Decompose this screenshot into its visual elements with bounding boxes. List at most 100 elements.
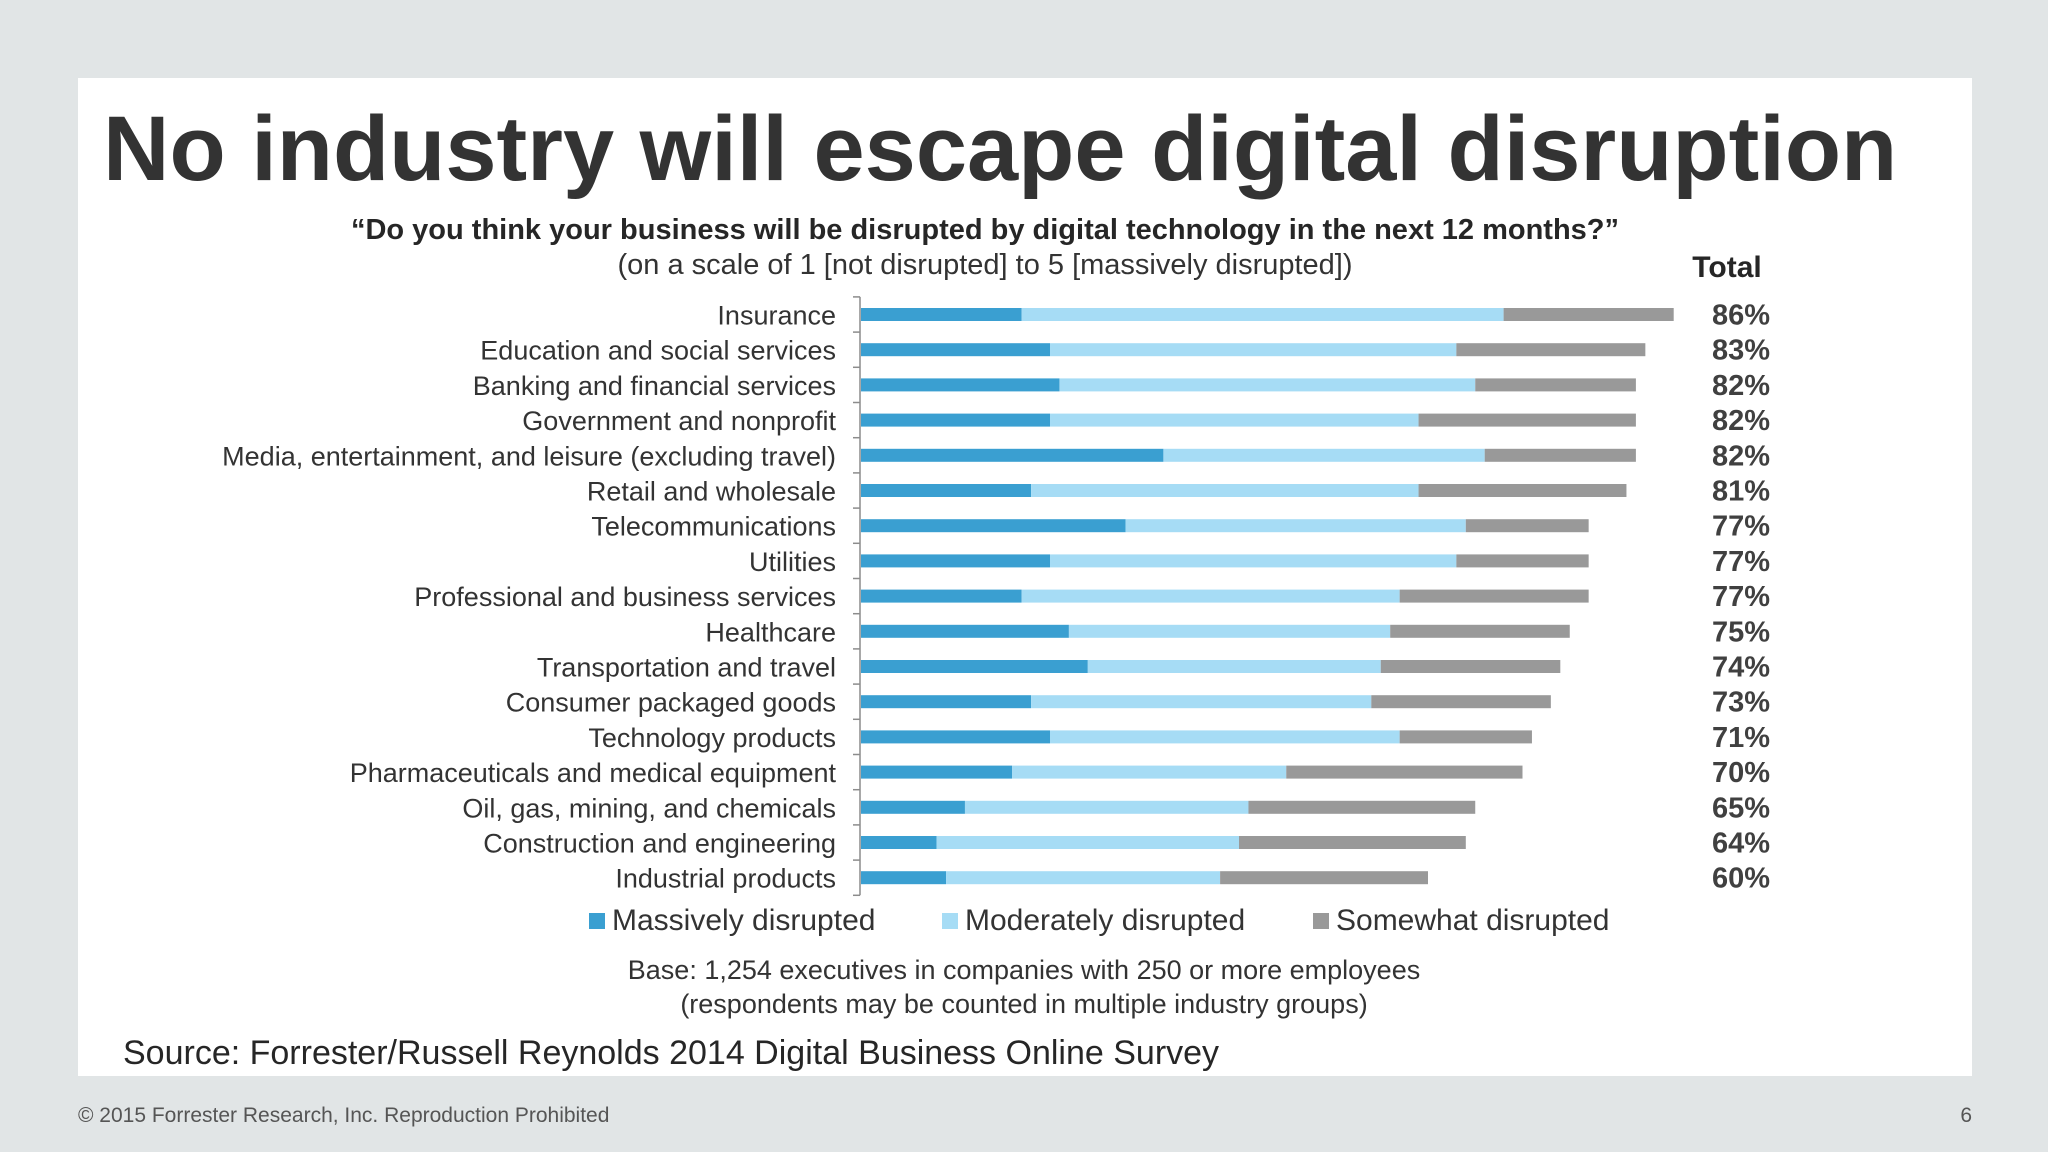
total-label: 82%: [1712, 405, 1770, 437]
bar-segment-somewhat-disrupted: [1465, 519, 1589, 533]
bar-segment-massively-disrupted: [861, 308, 1022, 321]
bar-segment-massively-disrupted: [861, 660, 1088, 673]
total-label: 82%: [1712, 370, 1770, 402]
bar-segment-somewhat-disrupted: [1399, 730, 1532, 744]
bar-segment-somewhat-disrupted: [1484, 448, 1636, 462]
legend-swatch: [942, 913, 958, 929]
bar-segment-massively-disrupted: [861, 554, 1050, 568]
bar-segment-massively-disrupted: [861, 871, 947, 885]
copyright-note: © 2015 Forrester Research, Inc. Reproduc…: [78, 1104, 610, 1127]
category-label: Industrial products: [615, 864, 836, 894]
bar-segment-somewhat-disrupted: [1456, 554, 1589, 568]
bar-segment-somewhat-disrupted: [1390, 624, 1570, 638]
legend-label: Moderately disrupted: [965, 904, 1245, 937]
bar-segment-somewhat-disrupted: [1456, 343, 1646, 357]
bar-segment-somewhat-disrupted: [1380, 660, 1561, 673]
bar-segment-moderately-disrupted: [1050, 413, 1419, 427]
chart-axis: [853, 296, 861, 897]
total-label: 65%: [1712, 792, 1770, 824]
base-note-detail: (respondents may be counted in multiple …: [680, 989, 1368, 1019]
slide-title: No industry will escape digital disrupti…: [103, 98, 1898, 200]
total-label: 60%: [1712, 863, 1770, 895]
total-label: 81%: [1712, 476, 1770, 508]
total-label: 75%: [1712, 616, 1770, 648]
category-label: Technology products: [588, 723, 836, 753]
bar-segment-moderately-disrupted: [936, 836, 1239, 849]
total-column-header: Total: [1692, 251, 1761, 284]
bar-segment-moderately-disrupted: [1021, 589, 1400, 603]
bar-segment-massively-disrupted: [861, 413, 1050, 427]
category-label: Insurance: [717, 301, 836, 331]
bar-segment-massively-disrupted: [861, 800, 965, 814]
bar-segment-moderately-disrupted: [1021, 308, 1504, 321]
legend-label: Massively disrupted: [612, 904, 875, 937]
chart-bars: [861, 308, 1674, 885]
bar-segment-moderately-disrupted: [1068, 624, 1391, 638]
bar-segment-massively-disrupted: [861, 343, 1050, 357]
category-label: Oil, gas, mining, and chemicals: [462, 793, 836, 823]
bar-segment-moderately-disrupted: [1031, 484, 1419, 497]
bar-segment-moderately-disrupted: [1031, 695, 1372, 709]
bar-segment-massively-disrupted: [861, 589, 1022, 603]
chart-legend: Massively disrupted Moderately disrupted S…: [589, 904, 1610, 937]
bar-segment-massively-disrupted: [861, 730, 1050, 744]
category-label: Utilities: [749, 547, 836, 577]
total-label: 77%: [1712, 581, 1770, 613]
bar-segment-moderately-disrupted: [1050, 730, 1400, 744]
bar-segment-moderately-disrupted: [1163, 448, 1485, 462]
bar-segment-somewhat-disrupted: [1399, 589, 1589, 603]
category-labels: Insurance Education and social services Ba…: [222, 301, 836, 894]
legend-label: Somewhat disrupted: [1336, 904, 1610, 937]
bar-segment-moderately-disrupted: [964, 800, 1249, 814]
total-label: 64%: [1712, 828, 1770, 860]
bar-segment-massively-disrupted: [861, 695, 1032, 709]
base-note: Base: 1,254 executives in companies with…: [627, 955, 1421, 985]
category-label: Education and social services: [480, 336, 836, 366]
bar-segment-massively-disrupted: [861, 624, 1069, 638]
category-label: Pharmaceuticals and medical equipment: [350, 758, 837, 788]
survey-question: “Do you think your business will be disr…: [350, 214, 1620, 246]
bar-segment-somewhat-disrupted: [1418, 413, 1636, 427]
bar-segment-somewhat-disrupted: [1239, 836, 1466, 849]
bar-segment-massively-disrupted: [861, 836, 937, 849]
total-label: 71%: [1712, 722, 1770, 754]
total-label: 83%: [1712, 335, 1770, 367]
bar-segment-moderately-disrupted: [1087, 660, 1381, 673]
total-label: 77%: [1712, 511, 1770, 543]
legend-swatch: [1313, 913, 1329, 929]
total-label: 82%: [1712, 440, 1770, 472]
category-label: Transportation and travel: [537, 653, 836, 683]
total-label: 73%: [1712, 687, 1770, 719]
bar-segment-moderately-disrupted: [1012, 765, 1287, 779]
bar-segment-somewhat-disrupted: [1475, 378, 1636, 392]
page-number: 6: [1960, 1104, 1972, 1127]
category-label: Telecommunications: [591, 512, 836, 542]
bar-segment-massively-disrupted: [861, 378, 1060, 392]
total-labels: 86%83%82%82%82%81%77%77%77%75%74%73%71%7…: [1692, 251, 1770, 895]
category-label: Banking and financial services: [473, 371, 836, 401]
bar-segment-massively-disrupted: [861, 765, 1013, 779]
bar-segment-somewhat-disrupted: [1220, 871, 1428, 885]
slide-panel: [78, 78, 1972, 1076]
bar-segment-somewhat-disrupted: [1286, 765, 1523, 779]
category-label: Healthcare: [705, 617, 836, 647]
bar-segment-massively-disrupted: [861, 448, 1164, 462]
category-label: Media, entertainment, and leisure (exclu…: [222, 441, 836, 471]
bar-segment-somewhat-disrupted: [1248, 800, 1476, 814]
total-label: 77%: [1712, 546, 1770, 578]
bar-segment-somewhat-disrupted: [1503, 308, 1674, 321]
bar-segment-moderately-disrupted: [1125, 519, 1466, 533]
category-label: Retail and wholesale: [587, 477, 836, 507]
total-label: 74%: [1712, 652, 1770, 684]
category-label: Construction and engineering: [483, 829, 836, 859]
bar-segment-moderately-disrupted: [1050, 343, 1457, 357]
total-label: 86%: [1712, 300, 1770, 332]
total-label: 70%: [1712, 757, 1770, 789]
bar-segment-somewhat-disrupted: [1418, 484, 1627, 497]
category-label: Government and nonprofit: [522, 406, 836, 436]
scale-note: (on a scale of 1 [not disrupted] to 5 [m…: [617, 249, 1353, 281]
bar-segment-moderately-disrupted: [1059, 378, 1476, 392]
source-note: Source: Forrester/Russell Reynolds 2014 …: [123, 1034, 1220, 1072]
bar-segment-moderately-disrupted: [1050, 554, 1457, 568]
